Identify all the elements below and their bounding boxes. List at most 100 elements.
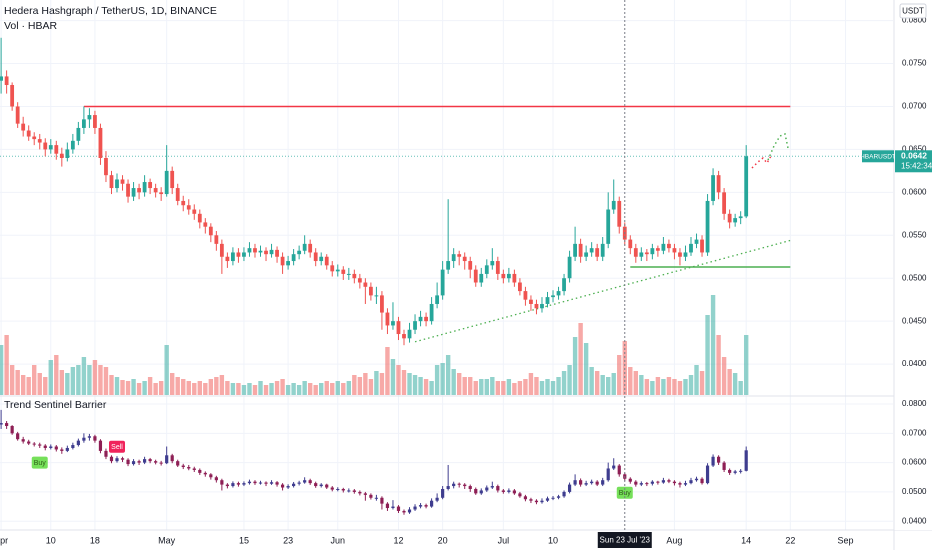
currency-label[interactable]: USDT — [902, 7, 924, 16]
candle-body — [313, 252, 318, 262]
candle-body — [700, 478, 704, 484]
candle-body — [197, 213, 202, 223]
y-tick-label: 0.0450 — [902, 316, 927, 325]
candle-body — [352, 273, 357, 279]
volume-bar — [655, 377, 661, 395]
signal-label: Sell — [111, 444, 123, 451]
volume-bar — [186, 381, 191, 395]
candle-body — [490, 261, 495, 266]
candle-body — [87, 115, 92, 120]
candle-body — [148, 182, 153, 189]
x-tick-label: 14 — [741, 535, 751, 545]
volume-bar — [545, 379, 550, 395]
y-tick-label: 0.0700 — [902, 102, 927, 111]
candle-body — [32, 443, 36, 445]
volume-title: Vol · HBAR — [4, 20, 58, 32]
candle-body — [429, 500, 434, 507]
candle-body — [380, 497, 384, 504]
candle-body — [738, 216, 743, 219]
candle-body — [275, 482, 279, 485]
volume-bar — [291, 383, 296, 395]
candle-body — [142, 182, 147, 193]
candle-body — [495, 261, 500, 274]
x-tick-label: 22 — [785, 535, 795, 545]
candle-body — [446, 261, 451, 270]
candle-body — [435, 497, 439, 501]
candle-body — [341, 488, 345, 491]
candle-body — [0, 76, 4, 81]
volume-bar — [594, 371, 600, 395]
candle-body — [363, 493, 367, 495]
volume-bar — [418, 377, 423, 395]
candle-body — [689, 243, 693, 253]
volume-bar — [114, 377, 120, 395]
candle-body — [435, 295, 440, 304]
candle-body — [308, 480, 312, 484]
signal-label: Buy — [34, 460, 47, 467]
candle-body — [479, 273, 484, 283]
volume-bar — [109, 375, 114, 395]
volume-bar — [650, 381, 655, 395]
candle-body — [38, 444, 42, 446]
volume-bar — [534, 377, 539, 395]
candle-body — [49, 446, 53, 448]
candle-body — [154, 461, 158, 463]
candle-body — [109, 175, 114, 189]
candle-body — [341, 269, 346, 274]
candle-body — [302, 243, 307, 251]
candle-body — [369, 494, 373, 498]
candle-body — [219, 243, 224, 257]
candle-body — [203, 472, 207, 475]
volume-bar — [385, 347, 390, 395]
candle-body — [462, 256, 467, 262]
volume-bar — [76, 365, 81, 395]
volume-bar — [468, 377, 473, 395]
candle-body — [324, 256, 329, 266]
volume-bar — [523, 379, 528, 395]
candle-body — [661, 243, 666, 251]
candle-body — [10, 426, 14, 434]
candle-body — [711, 456, 715, 466]
volume-bar — [738, 381, 743, 395]
volume-bar — [512, 383, 517, 395]
candle-body — [214, 477, 218, 481]
volume-bar — [357, 377, 363, 395]
candle-body — [562, 491, 566, 497]
candle-body — [192, 209, 197, 214]
volume-bar — [528, 373, 534, 395]
volume-bar — [732, 373, 738, 395]
currency-box[interactable] — [899, 3, 927, 19]
candle-body — [545, 297, 550, 304]
candle-body — [4, 76, 9, 86]
candle-body — [187, 467, 191, 469]
candle-body — [590, 481, 594, 484]
candle-body — [43, 445, 47, 448]
candle-body — [705, 200, 710, 253]
candle-body — [733, 471, 737, 473]
candle-body — [247, 481, 252, 484]
candle-body — [374, 497, 379, 499]
candle-body — [269, 482, 274, 484]
candle-body — [170, 455, 174, 462]
candle-body — [556, 291, 561, 296]
volume-bar — [335, 381, 340, 395]
candle-body — [452, 483, 456, 487]
candle-body — [54, 145, 59, 154]
candle-body — [722, 462, 726, 470]
candle-body — [82, 437, 86, 441]
volume-bar — [456, 373, 462, 395]
volume-bar — [401, 370, 407, 395]
candle-body — [374, 295, 379, 297]
volume-bar — [197, 381, 202, 395]
volume-bar — [81, 357, 87, 395]
candle-body — [650, 248, 655, 255]
candle-body — [115, 458, 119, 462]
candle-body — [413, 506, 417, 510]
volume-bar — [407, 373, 412, 395]
candle-body — [87, 436, 92, 438]
candle-body — [529, 299, 533, 304]
volume-bar — [153, 383, 158, 395]
x-tick-label: Jul — [498, 535, 510, 545]
candle-body — [457, 483, 461, 485]
